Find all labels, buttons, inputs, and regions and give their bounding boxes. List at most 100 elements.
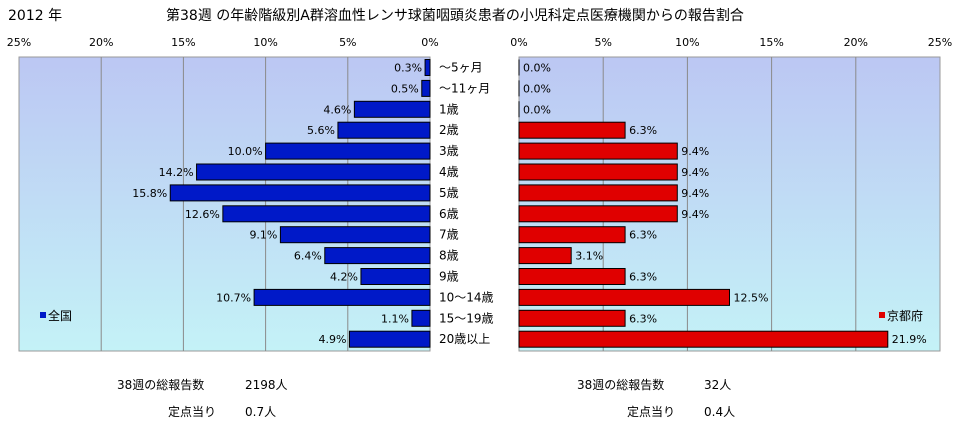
data-label-national: 10.7% — [216, 291, 251, 304]
category-label: ～5ヶ月 — [439, 61, 483, 75]
bar-national — [424, 59, 431, 76]
category-label: 8歳 — [439, 249, 459, 263]
data-label-national: 15.8% — [132, 187, 167, 200]
bar-national — [353, 100, 431, 118]
bar-kyoto — [518, 142, 678, 160]
bar-national — [337, 121, 431, 139]
tick-label-right: 25% — [928, 36, 952, 49]
data-label-kyoto: 9.4% — [681, 166, 709, 179]
data-label-kyoto: 9.4% — [681, 208, 709, 221]
data-label-kyoto: 21.9% — [892, 333, 927, 346]
data-label-kyoto: 9.4% — [681, 145, 709, 158]
bar-national — [411, 309, 431, 327]
national-total-value: 2198人 — [245, 378, 288, 392]
category-labels: ～5ヶ月 ～11ヶ月 1歳 2歳 3歳 4歳 5歳 6歳 7歳 8歳 9歳 10～14歳 15～19歳 2… — [439, 61, 494, 347]
tick-label-left: 10% — [253, 36, 277, 49]
kyoto-total-label: 38週の総報告数 — [577, 378, 665, 392]
kyoto-per-label: 定点当り — [627, 405, 676, 419]
data-label-national: 4.2% — [330, 271, 358, 284]
bar-kyoto — [518, 121, 626, 139]
legend-national-swatch — [40, 312, 46, 318]
bar-national — [196, 163, 431, 181]
bar-kyoto — [518, 309, 626, 327]
bar-kyoto — [518, 247, 572, 265]
data-label-national: 1.1% — [381, 312, 409, 325]
axis-ticks: 25% 20% 15% 10% 5% 0% 0% 5% 10% 15% 20% 25% — [7, 36, 952, 49]
data-labels: 0.3% 0.0% 0.5% 0.0% 4.6% 0.0% 5.6% 6.3% 10.0% 9.4… — [132, 62, 926, 347]
tick-label-left: 20% — [89, 36, 113, 49]
right-panel — [518, 56, 941, 352]
tick-label-right: 0% — [510, 36, 527, 49]
data-label-kyoto: 12.5% — [734, 291, 769, 304]
category-label: 6歳 — [439, 207, 459, 221]
data-label-national: 10.0% — [228, 145, 263, 158]
bar-national — [348, 330, 431, 348]
tick-label-left: 0% — [421, 36, 438, 49]
chart-title: 第38週 の年齢階級別A群溶血性レンサ球菌咽頭炎患者の小児科定点医療機関からの報… — [166, 7, 744, 24]
bar-national — [360, 268, 431, 285]
bar-national — [265, 142, 431, 160]
category-label: 4歳 — [439, 165, 459, 179]
bar-kyoto — [518, 226, 626, 244]
national-total-label: 38週の総報告数 — [117, 378, 205, 392]
data-label-kyoto: 6.3% — [629, 229, 657, 242]
bar-kyoto — [518, 288, 730, 306]
data-label-national: 9.1% — [249, 229, 277, 242]
national-per-label: 定点当り — [168, 405, 217, 419]
bar-national — [279, 226, 431, 244]
bar-national — [222, 205, 431, 223]
data-label-national: 4.9% — [318, 333, 346, 346]
data-label-national: 0.5% — [391, 82, 419, 95]
legend-national: 全国 — [40, 308, 72, 323]
category-label: ～11ヶ月 — [439, 81, 490, 95]
bar-kyoto — [518, 205, 678, 223]
tick-label-right: 10% — [675, 36, 699, 49]
data-label-kyoto: 3.1% — [575, 250, 603, 263]
category-label: 1歳 — [439, 102, 459, 116]
bar-kyoto — [518, 184, 678, 202]
tick-label-right: 15% — [759, 36, 783, 49]
bar-kyoto — [518, 268, 626, 285]
bar-kyoto — [518, 163, 678, 181]
tick-label-left: 25% — [7, 36, 31, 49]
data-label-national: 5.6% — [307, 124, 335, 137]
category-label: 9歳 — [439, 270, 459, 284]
legend-kyoto-swatch — [879, 312, 885, 318]
chart-year: 2012 年 — [8, 8, 62, 24]
data-label-national: 4.6% — [323, 103, 351, 116]
kyoto-per-value: 0.4人 — [704, 405, 736, 419]
category-label: 3歳 — [439, 144, 459, 158]
bar-national — [169, 184, 431, 202]
category-label: 2歳 — [439, 123, 459, 137]
bars — [169, 59, 889, 348]
legend-kyoto-label: 京都府 — [887, 308, 923, 323]
tick-label-left: 15% — [171, 36, 195, 49]
data-label-national: 14.2% — [159, 166, 194, 179]
data-label-kyoto: 6.3% — [629, 124, 657, 137]
tick-label-right: 20% — [844, 36, 868, 49]
category-label: 10～14歳 — [439, 290, 494, 304]
tick-label-right: 5% — [594, 36, 611, 49]
data-label-national: 6.4% — [294, 250, 322, 263]
data-label-national: 12.6% — [185, 208, 220, 221]
category-label: 20歳以上 — [439, 332, 490, 346]
national-per-value: 0.7人 — [245, 405, 277, 419]
data-label-kyoto: 6.3% — [629, 312, 657, 325]
category-label: 15～19歳 — [439, 311, 494, 325]
tick-label-left: 5% — [339, 36, 356, 49]
category-label: 5歳 — [439, 186, 459, 200]
legend-national-label: 全国 — [48, 308, 72, 323]
data-label-kyoto: 0.0% — [523, 62, 551, 75]
bar-kyoto — [518, 330, 889, 348]
bar-national — [253, 288, 431, 306]
kyoto-total-value: 32人 — [704, 378, 732, 392]
category-label: 7歳 — [439, 228, 459, 242]
data-label-national: 0.3% — [394, 62, 422, 75]
data-label-kyoto: 9.4% — [681, 187, 709, 200]
bar-national — [324, 247, 431, 265]
data-label-kyoto: 6.3% — [629, 271, 657, 284]
bar-national — [421, 79, 431, 97]
data-label-kyoto: 0.0% — [523, 103, 551, 116]
data-label-kyoto: 0.0% — [523, 82, 551, 95]
